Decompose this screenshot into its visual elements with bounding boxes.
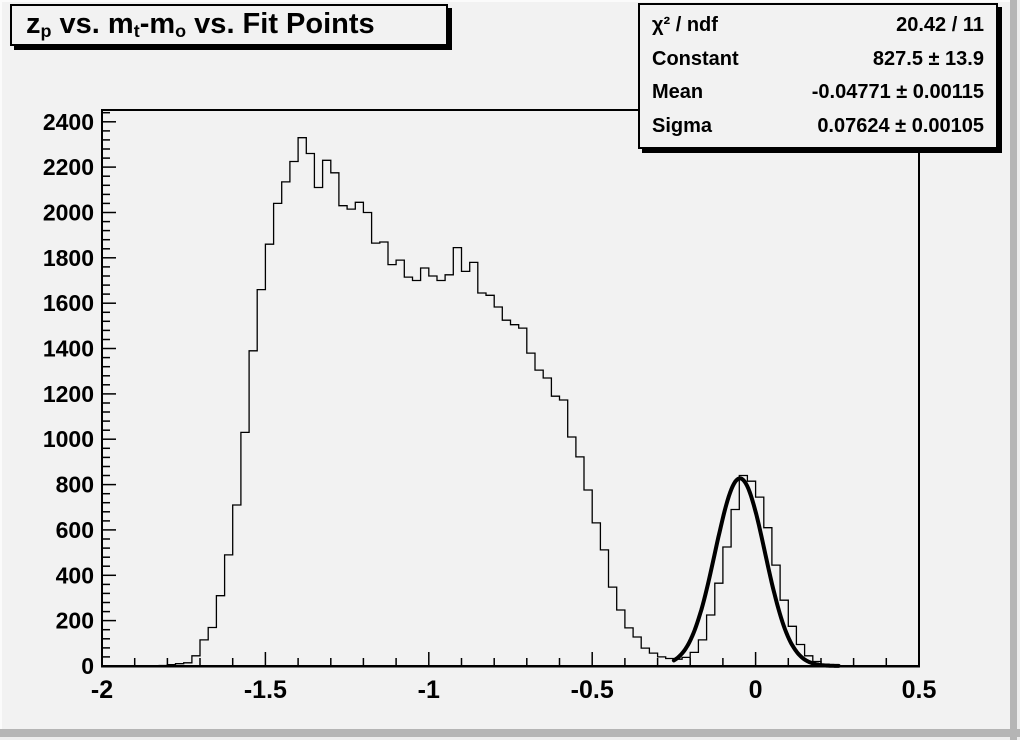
y-tick-label: 0 [81, 653, 94, 679]
y-tick-label: 1000 [43, 426, 94, 452]
title-segment: -m [139, 8, 176, 41]
stats-row-mean: Mean -0.04771 ± 0.00115 [652, 81, 984, 104]
stats-row-chi2: χ² / ndf 20.42 / 11 [652, 14, 984, 37]
stats-value-chi2: 20.42 / 11 [896, 14, 984, 37]
canvas-edge-bottom-outer [0, 737, 1020, 740]
stats-label-chi2: χ² / ndf [652, 14, 718, 37]
y-tick-label: 1200 [43, 381, 94, 407]
y-tick-label: 1600 [43, 290, 94, 316]
y-tick-label: 1400 [43, 336, 94, 362]
x-tick-label: -1.5 [244, 676, 287, 704]
x-tick-label: -1 [418, 676, 440, 704]
stats-label-mean: Mean [652, 81, 704, 104]
fit-curve [671, 476, 841, 668]
stats-row-constant: Constant 827.5 ± 13.9 [652, 48, 984, 71]
stats-value-sigma: 0.07624 ± 0.00105 [817, 114, 984, 137]
y-tick-label: 200 [56, 608, 94, 634]
y-tick-label: 1800 [43, 245, 94, 271]
page-title: zp vs. mt-mo vs. Fit Points [26, 8, 375, 42]
stats-row-sigma: Sigma 0.07624 ± 0.00105 [652, 115, 984, 138]
y-tick-label: 800 [56, 472, 94, 498]
y-tick-label: 2000 [43, 200, 94, 226]
stats-value-mean: -0.04771 ± 0.00115 [811, 81, 984, 104]
canvas-edge-right [1010, 0, 1017, 740]
title-segment: vs. m [51, 8, 134, 41]
stats-label-constant: Constant [652, 47, 739, 70]
stats-value-constant: 827.5 ± 13.9 [872, 47, 984, 70]
x-tick-label: 0.5 [902, 676, 937, 704]
x-tick-label: -2 [91, 676, 113, 704]
x-tick-label: 0 [749, 676, 763, 704]
x-tick-label: -0.5 [571, 676, 614, 704]
title-segment: z [26, 8, 41, 41]
stats-label-sigma: Sigma [652, 114, 713, 137]
title-segment: vs. Fit Points [186, 8, 375, 41]
title-subscript: p [40, 20, 52, 41]
histogram-outline [102, 137, 919, 667]
title-subscript: o [175, 20, 187, 41]
plot-frame [101, 109, 920, 667]
title-subscript: t [133, 20, 140, 41]
y-tick-label: 400 [56, 562, 94, 588]
canvas-edge-bottom [0, 729, 1020, 737]
y-tick-label: 600 [56, 517, 94, 543]
canvas-edge-left [0, 0, 2, 740]
canvas-edge-right-outer [1017, 0, 1020, 740]
title-box: zp vs. mt-mo vs. Fit Points [10, 4, 448, 46]
canvas-edge-top [0, 0, 1020, 2]
y-tick-label: 2400 [43, 109, 94, 135]
stats-box: χ² / ndf 20.42 / 11 Constant 827.5 ± 13.… [638, 3, 998, 149]
y-tick-label: 2200 [43, 154, 94, 180]
